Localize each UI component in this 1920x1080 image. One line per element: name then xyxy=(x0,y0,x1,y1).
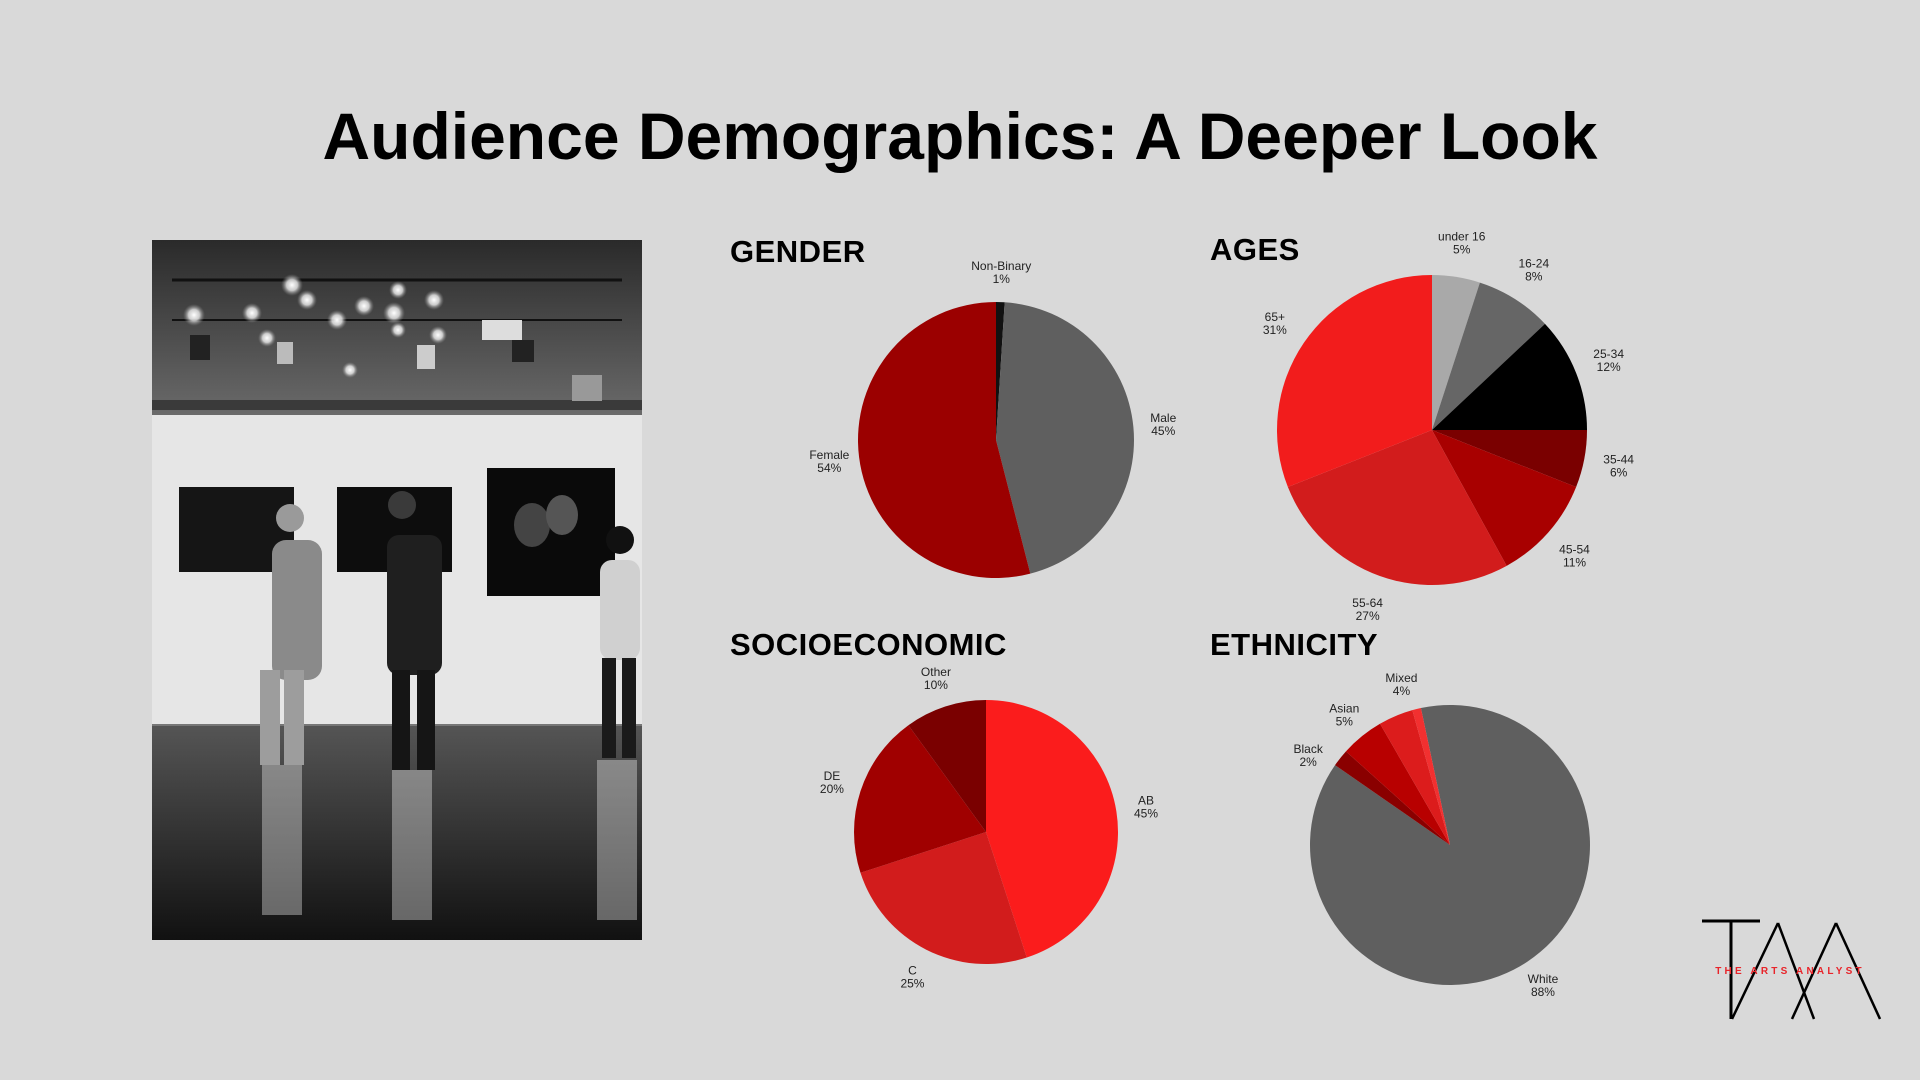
socioeconomic-label-de: DE 20% xyxy=(820,769,844,796)
socioeconomic-slice-ab xyxy=(986,700,1119,958)
gender-label-male: Male 45% xyxy=(1150,411,1176,438)
ages-label-65-: 65+ 31% xyxy=(1263,310,1287,337)
arts-analyst-logo: THE ARTS ANALYST xyxy=(1702,919,1882,1020)
ages-pie: under 16 5% 16-24 8% 25-34 12% 35-44 6% 45-54 11%… xyxy=(1263,229,1634,622)
gender-slice-female xyxy=(858,302,1031,578)
ages-chart-title: AGES xyxy=(1210,232,1300,267)
ethnicity-slice-mixed xyxy=(1380,710,1450,845)
ethnicity-pie: White 88% Black 2%Asian 5% Mixed 4% xyxy=(1293,671,1590,999)
ages-slice-65- xyxy=(1277,275,1432,488)
ages-label-25-34: 25-34 12% xyxy=(1593,347,1624,374)
gallery-photo xyxy=(152,240,642,940)
gender-pie: Non-Binary 1% Male 45% Female 54% xyxy=(809,259,1177,578)
socioeconomic-chart-title: SOCIOECONOMIC xyxy=(730,627,1007,662)
socioeconomic-slice-other xyxy=(908,700,986,832)
socioeconomic-pie: AB 45% C 25% DE 20% Other 10% xyxy=(820,665,1158,990)
ages-slice-25-34 xyxy=(1432,323,1587,430)
ages-label-45-54: 45-54 11% xyxy=(1559,543,1590,570)
ages-slice-55-64 xyxy=(1287,430,1507,585)
ethnicity-label-asian: Asian 5% xyxy=(1329,701,1359,728)
ethnicity-label-mixed: Mixed 4% xyxy=(1385,671,1417,698)
ethnicity-slice-white xyxy=(1309,705,1590,986)
ethnicity-slice-black xyxy=(1335,751,1450,845)
ages-label-under-16: under 16 5% xyxy=(1438,229,1486,256)
ethnicity-label-white: White 88% xyxy=(1528,972,1559,999)
gender-label-non-binary: Non-Binary 1% xyxy=(971,259,1031,286)
socioeconomic-slice-de xyxy=(854,725,986,873)
ages-slice-16-24 xyxy=(1432,282,1545,430)
ethnicity-slice-asian xyxy=(1345,723,1450,845)
page-title: Audience Demographics: A Deeper Look xyxy=(322,99,1598,173)
socioeconomic-slice-c xyxy=(860,832,1027,964)
logo-mark xyxy=(1702,919,1882,1020)
ethnicity-slice-other xyxy=(1412,708,1450,845)
ages-slice-35-44 xyxy=(1432,430,1587,488)
logo-tagline: THE ARTS ANALYST xyxy=(1715,966,1865,977)
ethnicity-chart-title: ETHNICITY xyxy=(1210,627,1379,662)
gender-slice-non-binary xyxy=(996,302,1005,440)
ages-slice-45-54 xyxy=(1432,430,1577,566)
socioeconomic-label-c: C 25% xyxy=(900,963,924,990)
ethnicity-label-black: Black 2% xyxy=(1293,742,1323,769)
socioeconomic-label-other: Other 10% xyxy=(921,665,951,692)
gender-chart-title: GENDER xyxy=(730,234,866,269)
ages-label-55-64: 55-64 27% xyxy=(1352,596,1383,623)
socioeconomic-label-ab: AB 45% xyxy=(1134,794,1158,821)
ages-label-35-44: 35-44 6% xyxy=(1603,453,1634,480)
gender-label-female: Female 54% xyxy=(809,448,849,475)
ages-slice-under-16 xyxy=(1432,275,1480,430)
gender-slice-male xyxy=(996,302,1135,574)
gallery-photo-illustration xyxy=(152,240,642,940)
ages-label-16-24: 16-24 8% xyxy=(1518,257,1549,284)
